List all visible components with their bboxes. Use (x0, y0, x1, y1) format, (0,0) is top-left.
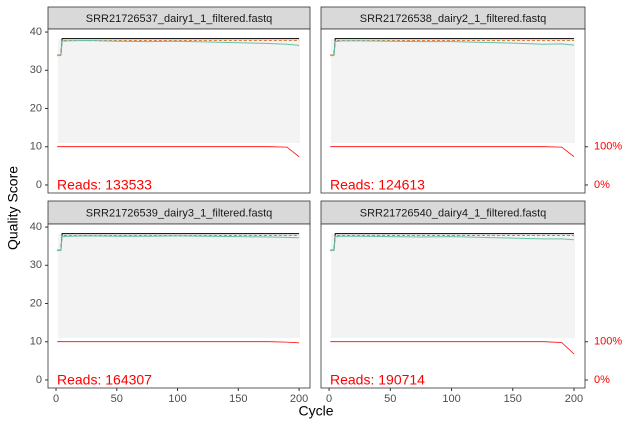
annotation: Reads: 164307 (57, 372, 152, 388)
y2-tick-label: 100% (594, 336, 622, 348)
y-tick-label: 20 (30, 297, 42, 309)
y2-tick-label: 0% (594, 374, 610, 386)
annotation: Reads: 133533 (57, 177, 152, 193)
panel-border (320, 223, 586, 389)
y-tick-label: 20 (30, 102, 42, 114)
panel-title: SRR21726539_dairy3_1_filtered.fastq (86, 207, 273, 219)
x-tick-label: 150 (229, 393, 247, 405)
series-line (330, 341, 575, 355)
annotation: Reads: 124613 (330, 177, 425, 193)
series-line (330, 235, 574, 251)
y-tick-label: 0 (36, 374, 42, 386)
x-tick-label: 150 (504, 393, 522, 405)
y-tick-label: 40 (30, 26, 42, 38)
panel-title: SRR21726537_dairy1_1_filtered.fastq (86, 13, 273, 25)
annotation: Reads: 190714 (330, 372, 425, 388)
y-tick-label: 30 (30, 259, 42, 271)
y-tick-label: 30 (30, 64, 42, 76)
y-tick-label: 0 (36, 179, 42, 191)
panel-border (320, 28, 586, 194)
series-line (330, 235, 575, 252)
y2-tick-label: 100% (594, 141, 622, 153)
series-line (57, 146, 300, 158)
series-line (330, 38, 574, 56)
panel-title: SRR21726538_dairy2_1_filtered.fastq (360, 13, 547, 25)
series-line (57, 39, 300, 57)
y-tick-label: 40 (30, 221, 42, 233)
y-tick-label: 10 (30, 141, 42, 153)
x-tick-label: 0 (326, 393, 332, 405)
series-line (330, 40, 575, 57)
panel-border (47, 223, 311, 389)
series-line (57, 38, 300, 56)
x-tick-label: 50 (111, 393, 123, 405)
y2-tick-label: 0% (594, 179, 610, 191)
y-axis-title: Quality Score (5, 166, 21, 250)
x-tick-label: 50 (384, 393, 396, 405)
x-axis-title: Cycle (298, 403, 333, 419)
x-tick-label: 100 (442, 393, 460, 405)
series-line (57, 341, 300, 344)
series-line (330, 233, 574, 251)
read-zone (58, 234, 300, 338)
x-tick-label: 100 (168, 393, 186, 405)
panel-title: SRR21726540_dairy4_1_filtered.fastq (360, 207, 547, 219)
read-zone (58, 39, 300, 143)
series-line (57, 233, 300, 251)
x-tick-label: 200 (565, 393, 583, 405)
read-zone (331, 39, 575, 143)
series-line (57, 235, 300, 252)
x-tick-label: 0 (53, 393, 59, 405)
series-line (330, 146, 575, 158)
y-tick-label: 10 (30, 336, 42, 348)
read-zone (331, 234, 575, 338)
x-tick-label: 200 (290, 393, 308, 405)
panel-border (47, 28, 311, 194)
series-line (330, 40, 574, 56)
